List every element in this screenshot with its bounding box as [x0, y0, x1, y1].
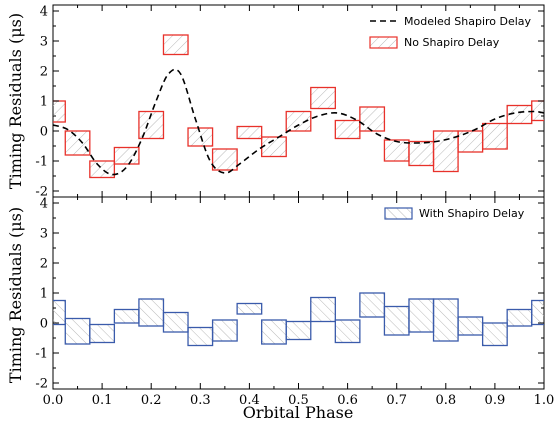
- top-y-axis-label: Timing Residuals (μs): [6, 13, 25, 189]
- residual-box: [211, 148, 238, 171]
- residual-box: [64, 130, 91, 156]
- residual-box: [261, 319, 287, 345]
- residual-box: [481, 322, 508, 347]
- top-legend: Modeled Shapiro Delay No Shapiro Delay: [369, 15, 532, 49]
- y-tick-label: 3: [40, 35, 48, 50]
- residual-box: [310, 296, 336, 323]
- y-tick-label: 1: [40, 287, 48, 302]
- x-tick-label: 0.3: [190, 393, 211, 408]
- residual-box: [64, 317, 91, 345]
- y-tick-label: -1: [35, 155, 48, 170]
- y-tick-label: 0: [40, 317, 48, 332]
- legend-label-no-shapiro: No Shapiro Delay: [404, 36, 500, 49]
- legend-label-with-shapiro: With Shapiro Delay: [419, 207, 525, 220]
- x-tick-label: 0.9: [485, 393, 506, 408]
- residual-box: [113, 146, 140, 165]
- bottom-x-axis: 0.0 0.1 0.2 0.3 0.4 0.5 0.6 0.7 0.8 0.9 1.0: [43, 197, 555, 408]
- top-y-axis: -2 -1 0 1 2 3 4: [35, 5, 544, 200]
- residual-box: [408, 298, 435, 333]
- residual-box: [432, 298, 459, 342]
- residual-box: [138, 298, 165, 327]
- x-tick-label: 0.0: [43, 393, 64, 408]
- x-tick-label: 0.7: [386, 393, 407, 408]
- y-tick-label: -2: [35, 185, 48, 200]
- y-tick-label: 4: [40, 5, 48, 20]
- bottom-panel-frame: [52, 196, 545, 390]
- bottom-y-axis-label: Timing Residuals (μs): [6, 207, 25, 383]
- residual-box: [531, 299, 544, 326]
- bottom-y-axis: -2 -1 0 1 2 3 4: [35, 197, 544, 392]
- residual-box: [285, 110, 312, 132]
- residual-box: [383, 305, 410, 336]
- residual-box: [334, 319, 361, 344]
- residual-box: [506, 308, 533, 327]
- y-tick-label: 0: [40, 125, 48, 140]
- residual-box: [187, 326, 214, 347]
- residual-box: [53, 299, 66, 326]
- bottom-panel: -2 -1 0 1 2 3 4 0.0 0.1 0.2 0.3 0.4 0.5 0.6 0.7 0.8 0.9…: [6, 196, 555, 422]
- residual-box: [334, 119, 361, 140]
- residual-box: [285, 320, 312, 341]
- residual-box: [310, 86, 336, 110]
- y-tick-label: 2: [40, 257, 48, 272]
- x-tick-label: 0.8: [435, 393, 456, 408]
- y-tick-label: 4: [40, 197, 48, 212]
- residual-box: [408, 140, 435, 167]
- top-panel: -2 -1 0 1 2 3 4 Timing Residuals (μs) Modeled …: [6, 4, 545, 200]
- x-axis-label: Orbital Phase: [243, 403, 354, 422]
- residual-box: [481, 122, 508, 150]
- y-tick-label: -1: [35, 347, 48, 362]
- x-tick-label: 0.4: [239, 393, 260, 408]
- y-tick-label: -2: [35, 377, 48, 392]
- x-tick-label: 0.5: [288, 393, 309, 408]
- x-tick-label: 1.0: [534, 393, 555, 408]
- residual-box: [113, 308, 140, 324]
- residual-box: [187, 127, 214, 147]
- residual-box: [211, 319, 238, 342]
- residual-box: [457, 316, 484, 336]
- residual-box: [236, 302, 263, 315]
- legend-red-box-swatch: [369, 36, 398, 49]
- y-tick-label: 1: [40, 95, 48, 110]
- x-tick-label: 0.1: [92, 393, 113, 408]
- x-tick-label: 0.2: [141, 393, 162, 408]
- residual-box: [162, 34, 189, 56]
- y-tick-label: 3: [40, 227, 48, 242]
- legend-label-modeled: Modeled Shapiro Delay: [404, 15, 532, 28]
- modeled-shapiro-delay-line: [53, 68, 544, 176]
- residual-box: [89, 160, 116, 179]
- top-x-ticks: [52, 5, 545, 197]
- bottom-bars: [53, 292, 544, 347]
- residual-box: [531, 100, 544, 122]
- y-tick-label: 2: [40, 65, 48, 80]
- residual-box: [53, 100, 66, 123]
- residual-box: [236, 125, 263, 140]
- bottom-legend: With Shapiro Delay: [384, 207, 525, 220]
- residual-box: [261, 136, 287, 158]
- residual-box: [359, 292, 386, 318]
- residual-box: [89, 323, 116, 344]
- top-bars: [53, 34, 544, 179]
- residual-box: [162, 311, 189, 333]
- x-tick-label: 0.6: [337, 393, 358, 408]
- residual-box: [359, 106, 386, 132]
- top-model-line: [53, 68, 544, 176]
- residual-box: [457, 130, 484, 153]
- legend-blue-box-swatch: [384, 207, 413, 220]
